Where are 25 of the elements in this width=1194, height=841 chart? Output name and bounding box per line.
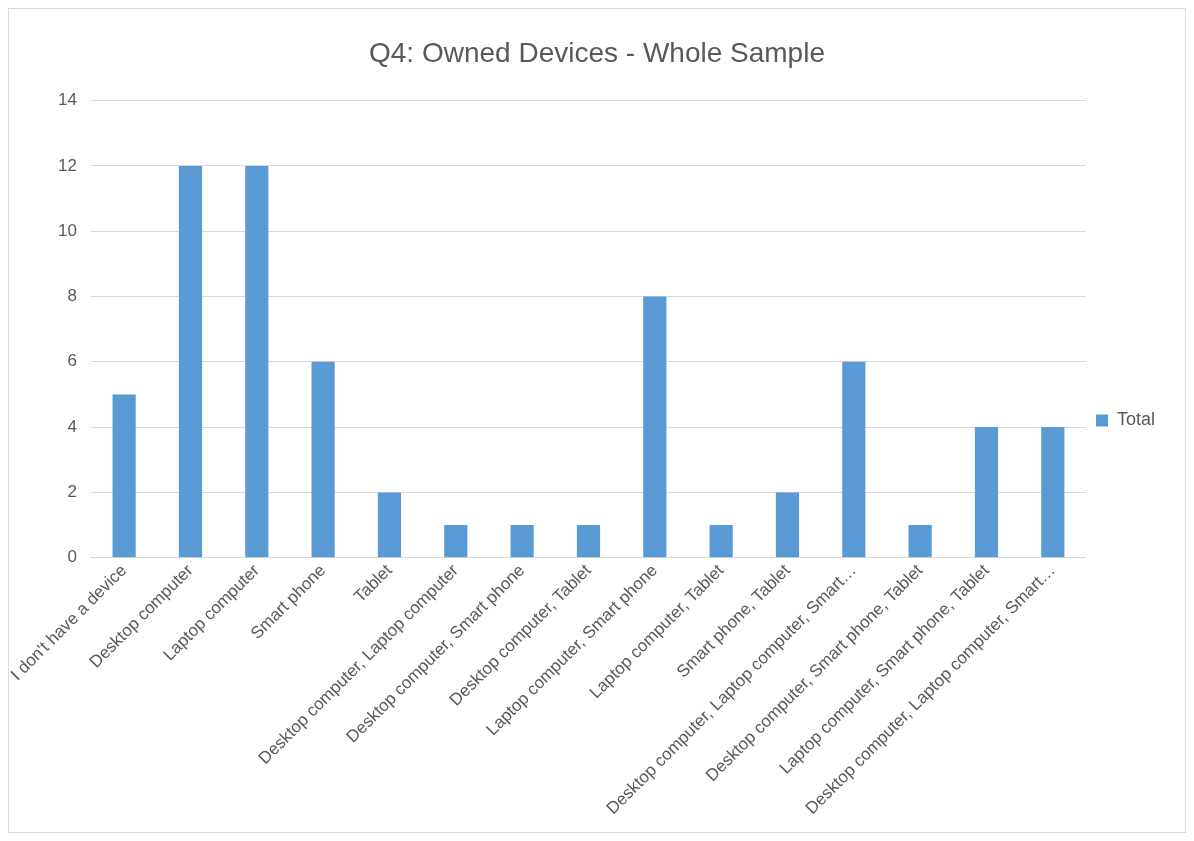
y-tick-label: 0 xyxy=(67,547,77,567)
bar xyxy=(245,165,269,558)
bar xyxy=(974,427,999,558)
bar xyxy=(444,525,468,558)
y-tick-label: 14 xyxy=(58,90,77,110)
y-tick-label: 2 xyxy=(67,482,77,502)
bar xyxy=(643,296,667,558)
legend-label: Total xyxy=(1116,409,1156,430)
bar xyxy=(377,492,402,558)
bar xyxy=(576,525,601,558)
bar xyxy=(178,165,203,558)
bar xyxy=(112,394,136,558)
y-tick-label: 8 xyxy=(67,286,77,306)
bar xyxy=(842,361,866,558)
bar xyxy=(709,525,733,558)
bar xyxy=(908,525,932,558)
bar xyxy=(1041,427,1065,558)
bar xyxy=(775,492,800,558)
bar xyxy=(510,525,534,558)
chart-title: Q4: Owned Devices - Whole Sample xyxy=(369,36,825,68)
bar xyxy=(311,361,335,558)
y-tick-label: 12 xyxy=(58,155,77,175)
y-tick-label: 6 xyxy=(67,351,77,371)
y-tick-label: 10 xyxy=(58,220,77,240)
y-tick-label: 4 xyxy=(67,416,77,436)
